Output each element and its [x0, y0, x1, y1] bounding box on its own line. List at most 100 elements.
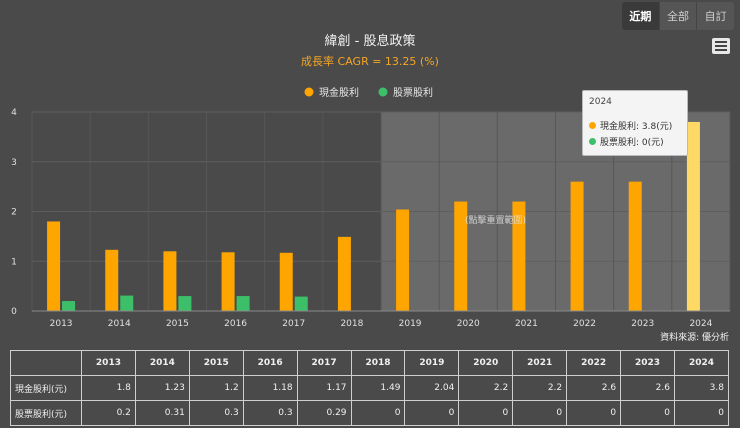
table-cell: 2.2 — [458, 375, 514, 401]
bar-cash-dividend — [105, 249, 119, 311]
x-tick-label: 2018 — [340, 319, 363, 329]
table-row: 現金股利(元) 1.8 1.23 1.2 1.18 1.17 1.49 2.04… — [10, 375, 730, 401]
bar-stock-dividend — [178, 296, 192, 311]
x-tick-label: 2022 — [573, 319, 596, 329]
table-cell: 0 — [512, 400, 568, 426]
y-tick-label: 0 — [11, 307, 17, 317]
data-source-label: 資料來源: 優分析 — [660, 331, 729, 343]
tooltip-dot-cash — [589, 122, 596, 129]
bar-cash-dividend — [454, 201, 468, 311]
table-year-header: 2017 — [296, 350, 352, 376]
legend-marker — [304, 87, 314, 97]
tooltip-row: 現金股利: 3.8(元) — [589, 119, 681, 132]
chart-subtitle: 成長率 CAGR = 13.25 (%) — [301, 54, 439, 68]
chart-title: 緯創 - 股息政策 — [325, 33, 416, 49]
table-cell: 0 — [458, 400, 514, 426]
table-year-header: 2016 — [242, 350, 298, 376]
y-tick-label: 2 — [11, 208, 17, 218]
x-tick-label: 2024 — [689, 319, 712, 329]
table-cell: 1.2 — [188, 375, 244, 401]
bar-cash-dividend — [396, 209, 410, 311]
y-tick-label: 4 — [11, 108, 17, 118]
bar-cash-dividend — [221, 252, 235, 311]
range-selector: 近期 全部 自訂 — [622, 2, 734, 30]
legend-label: 現金股利 — [319, 86, 359, 99]
bar-cash-dividend — [686, 121, 700, 311]
table-cell: 0.3 — [188, 400, 244, 426]
bar-cash-dividend — [47, 221, 61, 311]
range-button-recent[interactable]: 近期 — [622, 2, 659, 30]
table-cell: 0 — [350, 400, 406, 426]
table-year-header: 2013 — [81, 350, 136, 376]
table-cell: 0 — [673, 400, 730, 426]
chart-tooltip: 2024 現金股利: 3.8(元) 股票股利: 0(元) — [582, 90, 688, 156]
table-row-label: 現金股利(元) — [10, 375, 82, 401]
tooltip-stock-text: 股票股利: 0(元) — [600, 138, 664, 148]
table-cell: 0 — [404, 400, 460, 426]
table-row-label: 股票股利(元) — [10, 400, 82, 426]
table-year-header: 2014 — [134, 350, 190, 376]
table-corner — [10, 350, 82, 376]
tooltip-dot-stock — [589, 138, 596, 145]
x-tick-label: 2023 — [631, 319, 654, 329]
bar-cash-dividend — [570, 181, 584, 311]
table-year-header: 2021 — [512, 350, 568, 376]
table-cell: 1.49 — [350, 375, 406, 401]
table-row: 股票股利(元) 0.2 0.31 0.3 0.3 0.29 0 0 0 0 0 … — [10, 400, 730, 426]
tooltip-row: 股票股利: 0(元) — [589, 135, 681, 148]
table-year-header: 2020 — [458, 350, 514, 376]
reset-zoom-label: (點擊重置範圍) — [465, 214, 526, 226]
table-cell: 2.6 — [566, 375, 622, 401]
table-year-header: 2015 — [188, 350, 244, 376]
range-button-all[interactable]: 全部 — [658, 2, 697, 30]
table-cell: 1.8 — [81, 375, 136, 401]
x-tick-label: 2017 — [282, 319, 305, 329]
table-year-header: 2023 — [620, 350, 675, 376]
bar-cash-dividend — [512, 201, 526, 311]
table-cell: 3.8 — [673, 375, 730, 401]
tooltip-cash-text: 現金股利: 3.8(元) — [600, 122, 673, 132]
y-tick-label: 3 — [11, 158, 17, 168]
chart-legend: 現金股利 股票股利 — [304, 86, 433, 99]
table-cell: 2.2 — [512, 375, 568, 401]
x-tick-label: 2020 — [457, 319, 480, 329]
bar-cash-dividend — [337, 236, 351, 311]
x-tick-label: 2016 — [224, 319, 247, 329]
x-tick-label: 2013 — [50, 319, 73, 329]
table-cell: 0 — [566, 400, 622, 426]
tooltip-title: 2024 — [589, 97, 612, 107]
table-cell: 2.6 — [620, 375, 675, 401]
bar-stock-dividend — [294, 296, 308, 311]
dividend-table: 2013 2014 2015 2016 2017 2018 2019 2020 … — [10, 350, 730, 426]
table-cell: 1.23 — [134, 375, 190, 401]
legend-marker — [378, 87, 388, 97]
table-cell: 0.29 — [296, 400, 352, 426]
table-year-header: 2018 — [350, 350, 406, 376]
table-year-header: 2022 — [566, 350, 622, 376]
x-tick-label: 2019 — [399, 319, 422, 329]
bar-cash-dividend — [628, 181, 642, 311]
table-cell: 1.17 — [296, 375, 352, 401]
x-tick-label: 2015 — [166, 319, 189, 329]
table-cell: 0.3 — [242, 400, 298, 426]
table-year-header: 2024 — [673, 350, 730, 376]
table-year-header: 2019 — [404, 350, 460, 376]
x-tick-label: 2014 — [108, 319, 131, 329]
bar-stock-dividend — [120, 295, 134, 311]
table-cell: 0 — [620, 400, 675, 426]
dividend-chart: 緯創 - 股息政策 成長率 CAGR = 13.25 (%) 現金股利 股票股利 … — [11, 33, 731, 343]
x-tick-label: 2021 — [515, 319, 538, 329]
table-cell: 0.2 — [81, 400, 136, 426]
bar-cash-dividend — [163, 251, 177, 311]
table-cell: 1.18 — [242, 375, 298, 401]
hamburger-icon[interactable] — [712, 38, 730, 54]
bar-stock-dividend — [236, 296, 250, 311]
bar-stock-dividend — [62, 301, 76, 311]
y-tick-label: 1 — [11, 257, 17, 267]
table-cell: 2.04 — [404, 375, 460, 401]
table-cell: 0.31 — [134, 400, 190, 426]
legend-label: 股票股利 — [393, 87, 433, 99]
table-header-row: 2013 2014 2015 2016 2017 2018 2019 2020 … — [10, 350, 730, 376]
bar-cash-dividend — [279, 252, 293, 311]
range-button-custom[interactable]: 自訂 — [696, 2, 734, 30]
